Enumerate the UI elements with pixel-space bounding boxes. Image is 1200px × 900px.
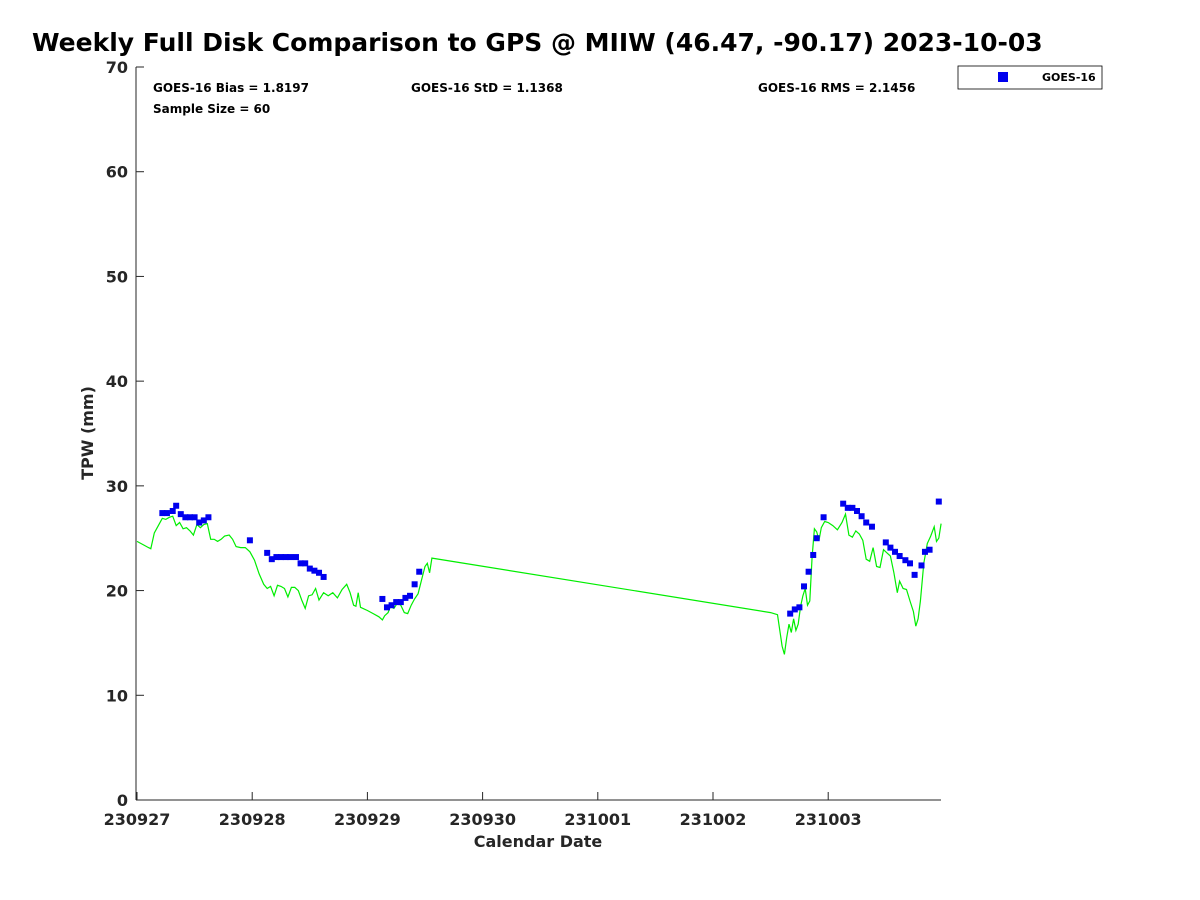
goes16-point bbox=[182, 514, 189, 521]
goes16-point bbox=[791, 606, 798, 613]
goes16-point bbox=[813, 535, 820, 542]
goes16-point bbox=[268, 556, 275, 563]
gps-series-line bbox=[136, 511, 942, 655]
goes16-point bbox=[844, 504, 851, 511]
goes16-point bbox=[854, 507, 860, 514]
y-tick-label: 50 bbox=[106, 267, 128, 286]
x-tick-label: 230930 bbox=[449, 810, 516, 829]
goes16-point bbox=[196, 519, 203, 526]
axes: 0 10 20 30 40 50 60 70 230927 230928 230929 230930 2… bbox=[104, 58, 941, 829]
rms-annotation: GOES-16 RMS = 2.1456 bbox=[758, 81, 915, 95]
goes16-point bbox=[911, 571, 918, 578]
y-tick-label: 60 bbox=[106, 163, 128, 182]
x-tick-label: 231002 bbox=[680, 810, 747, 829]
goes16-point bbox=[173, 502, 180, 509]
y-tick-label: 40 bbox=[106, 372, 128, 391]
goes16-point bbox=[868, 523, 875, 530]
y-axis-label: TPW (mm) bbox=[78, 386, 97, 480]
goes16-point bbox=[264, 549, 271, 556]
goes16-point bbox=[320, 573, 327, 580]
goes16-point bbox=[887, 544, 894, 551]
goes16-point bbox=[186, 514, 193, 521]
goes16-point bbox=[820, 514, 827, 521]
sample-size-annotation: Sample Size = 60 bbox=[153, 102, 270, 116]
goes16-point bbox=[926, 546, 933, 553]
x-tick-label: 230928 bbox=[219, 810, 286, 829]
goes16-point bbox=[935, 498, 942, 505]
goes16-point bbox=[849, 504, 856, 511]
bias-annotation: GOES-16 Bias = 1.8197 bbox=[153, 81, 309, 95]
y-tick-label: 0 bbox=[117, 791, 128, 810]
y-tick-label: 10 bbox=[106, 686, 128, 705]
y-tick-label: 30 bbox=[106, 477, 128, 496]
goes16-point bbox=[787, 610, 794, 617]
goes16-point bbox=[918, 562, 925, 569]
y-tick-label: 70 bbox=[106, 58, 128, 77]
goes16-point bbox=[411, 581, 418, 588]
goes16-point bbox=[311, 567, 318, 574]
goes16-point bbox=[177, 511, 184, 518]
goes16-point bbox=[278, 554, 284, 561]
goes16-point bbox=[306, 565, 313, 572]
goes16-point bbox=[169, 507, 176, 514]
x-axis-label: Calendar Date bbox=[474, 832, 603, 851]
goes16-point bbox=[906, 560, 913, 567]
goes16-point bbox=[896, 553, 903, 560]
goes16-point bbox=[282, 554, 289, 561]
goes16-point bbox=[163, 510, 170, 517]
goes16-point bbox=[383, 604, 390, 611]
series-layer bbox=[136, 498, 942, 655]
legend-marker-goes16 bbox=[998, 72, 1008, 82]
goes16-point bbox=[302, 560, 309, 567]
goes16-point bbox=[801, 583, 808, 590]
goes16-point bbox=[200, 517, 207, 524]
goes16-point bbox=[902, 557, 909, 564]
goes16-point bbox=[246, 537, 253, 544]
goes16-point bbox=[882, 539, 889, 546]
goes16-point bbox=[292, 554, 299, 561]
x-tick-label: 230927 bbox=[104, 810, 171, 829]
legend: GOES-16 bbox=[957, 65, 1103, 90]
stats-annotations: GOES-16 Bias = 1.8197 GOES-16 StD = 1.13… bbox=[153, 81, 915, 116]
legend-label-goes16: GOES-16 bbox=[1042, 71, 1096, 84]
x-tick-label: 231001 bbox=[564, 810, 631, 829]
goes16-point bbox=[287, 554, 294, 561]
goes16-point bbox=[316, 569, 323, 576]
goes16-point bbox=[416, 568, 423, 575]
goes16-point bbox=[191, 514, 198, 521]
goes16-point bbox=[379, 595, 386, 602]
x-tick-label: 231003 bbox=[795, 810, 862, 829]
goes16-point bbox=[892, 548, 899, 555]
goes16-point bbox=[159, 510, 166, 517]
goes16-point bbox=[863, 519, 870, 526]
std-annotation: GOES-16 StD = 1.1368 bbox=[411, 81, 563, 95]
goes16-point bbox=[393, 599, 400, 606]
chart-title: Weekly Full Disk Comparison to GPS @ MII… bbox=[32, 28, 1043, 57]
goes16-point bbox=[858, 513, 865, 520]
goes16-point bbox=[805, 568, 812, 575]
goes16-point bbox=[810, 551, 817, 558]
goes16-point bbox=[921, 548, 928, 555]
x-tick-label: 230929 bbox=[334, 810, 401, 829]
goes16-point bbox=[297, 560, 304, 567]
goes16-point bbox=[397, 599, 404, 606]
goes16-point bbox=[402, 594, 409, 601]
goes16-point bbox=[205, 514, 212, 521]
y-tick-label: 20 bbox=[106, 582, 128, 601]
goes16-point bbox=[388, 602, 395, 609]
goes16-point bbox=[840, 500, 847, 507]
goes16-point bbox=[273, 554, 280, 561]
legend-box bbox=[957, 65, 1103, 90]
goes16-point bbox=[796, 604, 803, 611]
goes16-point bbox=[407, 592, 414, 599]
